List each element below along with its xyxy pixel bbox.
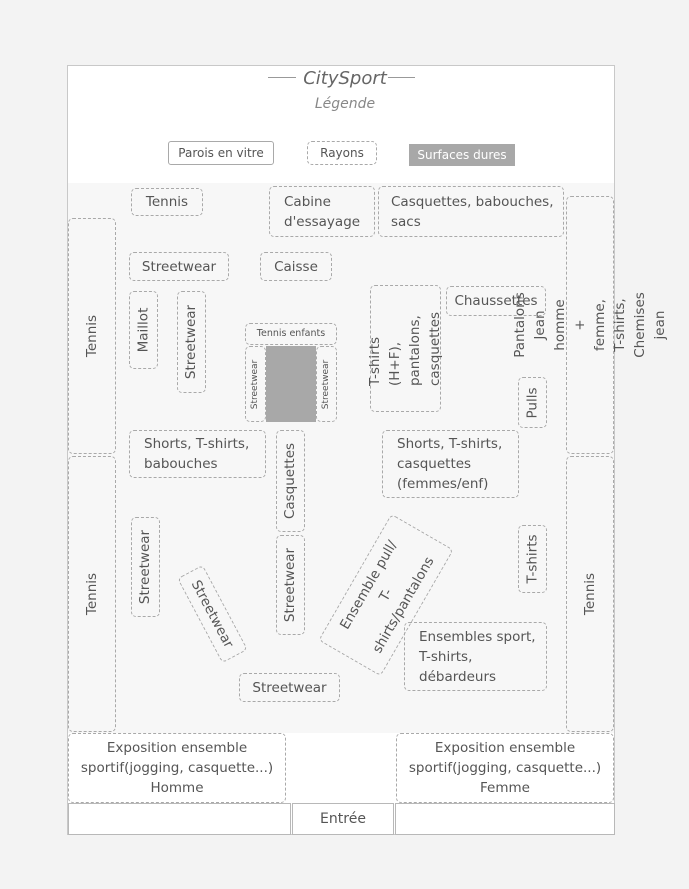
- zone-jeans: Pantalons Jean homme + femme, T-shirts, …: [512, 196, 668, 454]
- map-title: CitySport: [303, 68, 387, 89]
- legend-glass-walls: Parois en vitre: [168, 141, 274, 165]
- zone-streetwear-4: Streetwear: [276, 535, 305, 635]
- zone-streetwear-small-left-label: Streetwear: [250, 359, 260, 409]
- zone-tennis-left-lower-label: Tennis: [84, 572, 100, 616]
- zone-socks: Chaussettes: [446, 286, 546, 316]
- zone-streetwear-3-label: Streetwear: [137, 529, 154, 605]
- zone-shorts-women-kids: Shorts, T-shirts, casquettes (femmes/enf…: [382, 430, 519, 498]
- store-floor: [68, 183, 614, 733]
- legend-hard-surfaces: Surfaces dures: [409, 144, 515, 166]
- zone-swimsuit-label: Maillot: [135, 307, 152, 353]
- zone-tennis-left-upper: Tennis: [68, 218, 116, 454]
- zone-tennis-right-label: Tennis: [582, 572, 598, 616]
- zone-display-women-label: Exposition ensemble sportif(jogging, cas…: [408, 740, 602, 796]
- facade-right: [395, 803, 615, 835]
- zone-tennis-right: Tennis: [566, 456, 614, 732]
- zone-caps: Casquettes: [276, 430, 305, 532]
- zone-caps-label: Casquettes: [282, 442, 299, 520]
- title-rule-right: [388, 77, 415, 78]
- zone-sweaters-label: Pulls: [524, 387, 541, 418]
- zone-streetwear-3: Streetwear: [131, 517, 160, 617]
- legend-heading: Légende: [314, 96, 376, 112]
- zone-streetwear-5: Streetwear: [239, 673, 340, 702]
- zone-fitting-room: Cabine d'essayage: [269, 186, 375, 237]
- zone-display-men: Exposition ensemble sportif(jogging, cas…: [68, 733, 286, 803]
- title-rule-left: [268, 77, 296, 78]
- entrance: Entrée: [292, 803, 394, 835]
- zone-checkout: Caisse: [260, 252, 332, 281]
- zone-caps-slippers-bags: Casquettes, babouches, sacs: [378, 186, 564, 237]
- zone-tshirts-hf: T-shirts (H+F), pantalons, casquettes: [368, 285, 444, 412]
- zone-streetwear-2: Streetwear: [177, 291, 206, 393]
- zone-tennis-top: Tennis: [131, 188, 203, 216]
- zone-shorts-slippers-label: Shorts, T-shirts, babouches: [144, 436, 250, 472]
- zone-tennis-left-lower: Tennis: [68, 456, 116, 732]
- zone-tshirts-hf-label: T-shirts (H+F), pantalons, casquettes: [367, 311, 444, 386]
- zone-streetwear-small-right-label: Streetwear: [321, 359, 331, 409]
- zone-sweaters: Pulls: [518, 377, 547, 428]
- zone-tshirts-right-label: T-shirts: [524, 534, 541, 584]
- zone-streetwear-small-left: Streetwear: [245, 346, 266, 422]
- hard-surface-block: [266, 346, 316, 422]
- zone-fitting-room-label: Cabine d'essayage: [284, 193, 361, 230]
- zone-streetwear-4-label: Streetwear: [282, 547, 299, 623]
- zone-streetwear-small-right: Streetwear: [316, 346, 337, 422]
- zone-tennis-left-upper-label: Tennis: [84, 314, 100, 358]
- zone-tshirts-right: T-shirts: [518, 525, 547, 593]
- zone-shorts-women-kids-label: Shorts, T-shirts, casquettes (femmes/enf…: [397, 436, 503, 492]
- facade-left: [68, 803, 291, 835]
- zone-display-women: Exposition ensemble sportif(jogging, cas…: [396, 733, 614, 803]
- zone-caps-slippers-bags-label: Casquettes, babouches, sacs: [391, 193, 554, 230]
- zone-shorts-slippers: Shorts, T-shirts, babouches: [129, 430, 266, 478]
- zone-kids-tennis: Tennis enfants: [245, 323, 337, 345]
- zone-streetwear-2-label: Streetwear: [183, 304, 200, 380]
- zone-swimsuit: Maillot: [129, 291, 158, 369]
- zone-sport-sets-label: Ensembles sport, T-shirts, débardeurs: [419, 628, 536, 685]
- zone-display-men-label: Exposition ensemble sportif(jogging, cas…: [80, 740, 274, 796]
- legend-shelves: Rayons: [307, 141, 377, 165]
- zone-sport-sets: Ensembles sport, T-shirts, débardeurs: [404, 622, 547, 691]
- zone-streetwear-1: Streetwear: [129, 252, 229, 281]
